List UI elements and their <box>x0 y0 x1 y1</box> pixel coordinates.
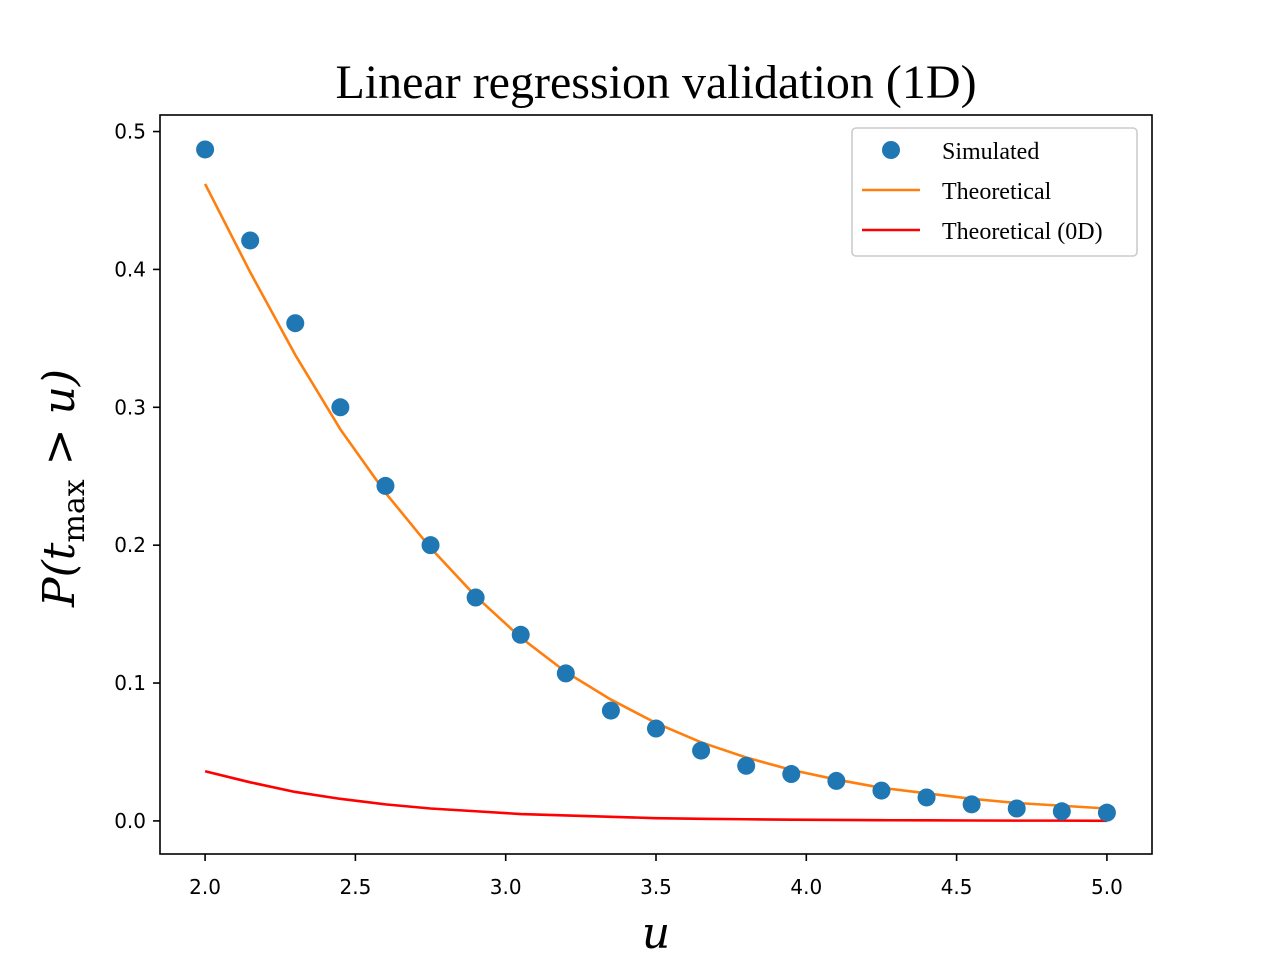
x-axis-label: u <box>642 908 670 959</box>
x-tick-label: 3.0 <box>490 875 522 899</box>
y-tick-label: 0.0 <box>114 809 146 833</box>
x-tick-label: 4.0 <box>790 875 822 899</box>
data-point <box>692 741 711 760</box>
x-tick-label: 5.0 <box>1091 875 1123 899</box>
data-point <box>827 771 846 790</box>
data-point <box>376 476 395 495</box>
x-axis-ticks: 2.0 2.5 3.0 3.5 4.0 4.5 5.0 <box>189 854 1123 899</box>
legend: Simulated Theoretical Theoretical (0D) <box>851 127 1138 257</box>
data-point <box>331 398 350 417</box>
series-line-theoretical-0d <box>204 770 1107 823</box>
legend-box <box>851 127 1138 257</box>
data-point <box>1097 803 1116 822</box>
data-point <box>421 536 440 555</box>
data-point <box>1052 802 1071 821</box>
data-point <box>917 788 936 807</box>
legend-label-theoretical: Theoretical <box>942 179 1052 205</box>
data-point <box>737 756 756 775</box>
y-tick-label: 0.2 <box>114 533 146 557</box>
y-tick-label: 0.5 <box>114 120 146 144</box>
y-axis-label: P(tmax > u) <box>34 369 92 608</box>
x-tick-label: 3.5 <box>640 875 672 899</box>
data-point <box>466 588 485 607</box>
x-tick-label: 4.5 <box>941 875 973 899</box>
x-tick-label: 2.0 <box>189 875 221 899</box>
data-point <box>196 140 215 159</box>
y-tick-label: 0.1 <box>114 671 146 695</box>
y-axis-ticks: 0.0 0.1 0.2 0.3 0.4 0.5 <box>114 120 160 833</box>
chart-title: Linear regression validation (1D) <box>335 56 976 109</box>
data-point <box>511 625 530 644</box>
data-point <box>1007 799 1026 818</box>
y-tick-label: 0.3 <box>114 395 146 419</box>
data-point <box>601 701 620 720</box>
data-point <box>782 765 801 784</box>
y-axis-label-subscript: max <box>57 479 92 542</box>
series-layer <box>196 140 1116 823</box>
y-axis-label-prefix: P(t <box>34 542 85 608</box>
y-tick-label: 0.4 <box>114 257 146 281</box>
x-tick-label: 2.5 <box>339 875 371 899</box>
data-point <box>647 719 665 738</box>
legend-label-theoretical-0d: Theoretical (0D) <box>942 219 1103 245</box>
data-point <box>556 664 575 683</box>
legend-marker-simulated <box>882 141 900 159</box>
data-point <box>962 795 981 814</box>
data-point <box>241 231 260 250</box>
y-axis-label-suffix: > u) <box>34 369 85 479</box>
data-point <box>872 781 891 800</box>
data-point <box>286 314 305 333</box>
legend-label-simulated: Simulated <box>942 139 1039 165</box>
